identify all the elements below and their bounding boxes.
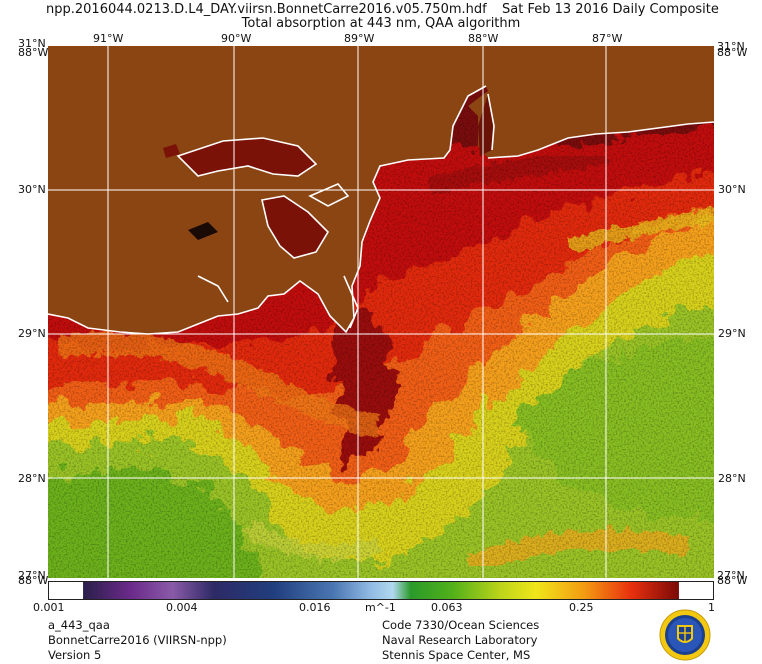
land-mass xyxy=(48,46,714,334)
corner-lat-top-left: 31°N xyxy=(18,37,46,50)
lat-label-28n-right: 28°N xyxy=(718,472,746,485)
lon-label-87w: 87°W xyxy=(592,32,623,45)
lat-label-29n-right: 29°N xyxy=(718,327,746,340)
corner-lon-top-right: 88°W xyxy=(717,46,748,59)
colorbar-tick-0016: 0.016 xyxy=(299,601,331,614)
colorbar-unit: m^-1 xyxy=(365,601,396,614)
corner-lon-bottom-right: 88°W xyxy=(717,574,748,587)
lat-label-30n-left: 30°N xyxy=(18,183,46,196)
lon-label-89w: 89°W xyxy=(344,32,375,45)
colorbar-gradient xyxy=(83,582,679,599)
colorbar-tick-0063: 0.063 xyxy=(431,601,463,614)
map-canvas xyxy=(48,46,714,578)
colorbar-tick-1: 1 xyxy=(708,601,715,614)
file-name-title: npp.2016044.0213.D.L4_DAY.viirsn.BonnetC… xyxy=(46,2,487,17)
absorption-map[interactable] xyxy=(48,46,714,578)
graticule xyxy=(48,46,714,578)
version-label: Version 5 xyxy=(48,648,102,662)
region-name: BonnetCarre2016 (VIIRSN-npp) xyxy=(48,633,227,647)
nrl-logo-seal-icon xyxy=(659,609,711,661)
lon-label-88w: 88°W xyxy=(468,32,499,45)
org-code: Code 7330/Ocean Sciences xyxy=(382,618,540,632)
colorbar-tick-0004: 0.004 xyxy=(166,601,198,614)
lon-label-91w: 91°W xyxy=(93,32,124,45)
colorbar-tick-0001: 0.001 xyxy=(33,601,65,614)
corner-lon-top-left: 88°W xyxy=(18,46,49,59)
org-lab: Naval Research Laboratory xyxy=(382,633,538,647)
org-place: Stennis Space Center, MS xyxy=(382,648,531,662)
product-name: a_443_qaa xyxy=(48,618,110,632)
lat-label-29n-left: 29°N xyxy=(18,327,46,340)
corner-lon-bottom-left: 88°W xyxy=(18,574,49,587)
lat-label-30n-right: 30°N xyxy=(718,183,746,196)
colorbar xyxy=(48,581,714,600)
colorbar-tick-025: 0.25 xyxy=(569,601,594,614)
corner-lat-bottom-right: 27°N xyxy=(717,569,745,582)
product-title: Total absorption at 443 nm, QAA algorith… xyxy=(241,16,521,31)
corner-lat-bottom-left: 27°N xyxy=(18,569,46,582)
composite-date: Sat Feb 13 2016 Daily Composite xyxy=(502,2,719,17)
coastline xyxy=(48,85,714,335)
lon-label-90w: 90°W xyxy=(221,32,252,45)
corner-lat-top-right: 31°N xyxy=(717,40,745,53)
lat-label-28n-left: 28°N xyxy=(18,472,46,485)
